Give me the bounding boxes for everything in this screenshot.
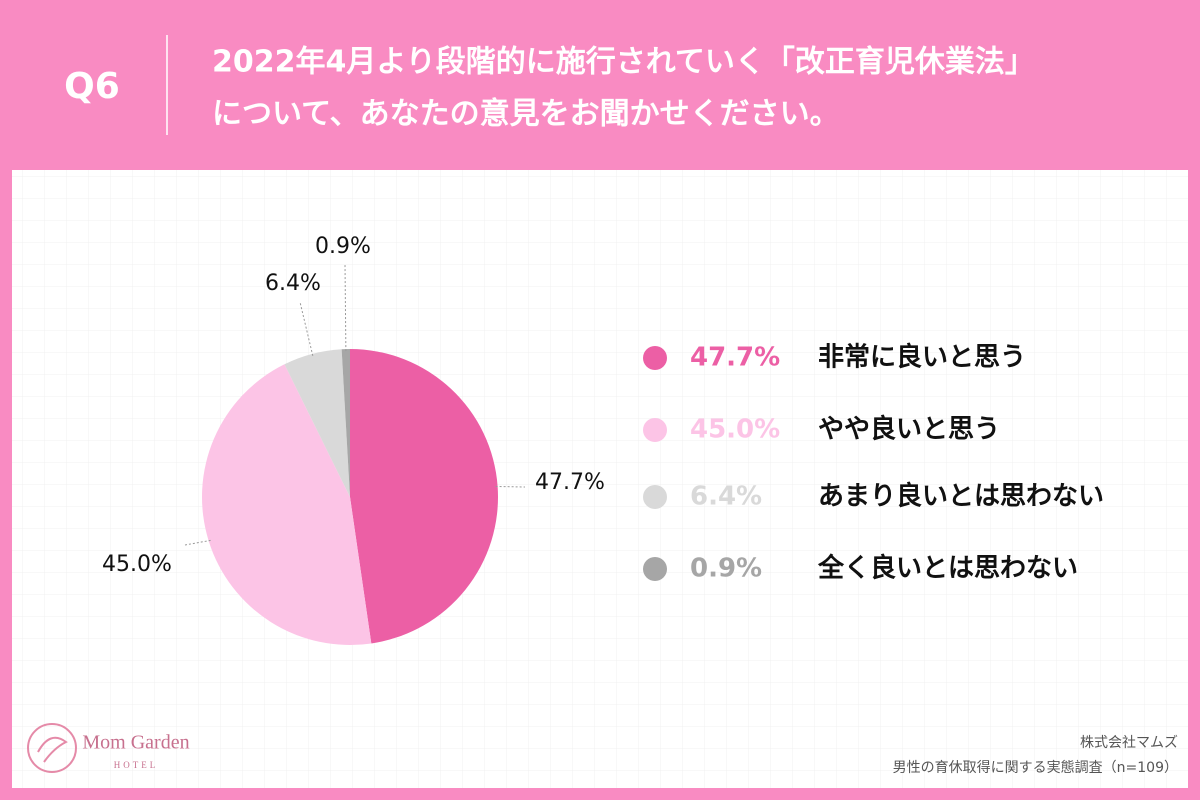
company: 株式会社マムズ	[1080, 735, 1178, 751]
brand-sub: HOTEL	[114, 760, 159, 770]
leader-line	[184, 539, 211, 546]
source: 男性の育休取得に関する実態調査（n=109）	[893, 759, 1178, 776]
logo-mark	[27, 723, 77, 773]
data-label: 47.7%	[535, 470, 605, 495]
legend-marker	[643, 418, 667, 442]
data-label: 6.4%	[265, 271, 321, 296]
data-label: 45.0%	[102, 552, 172, 577]
legend-label: 全く良いとは思わない	[817, 553, 1078, 584]
leader-line	[344, 263, 347, 352]
leader-line	[299, 301, 314, 356]
legend-marker	[643, 557, 667, 581]
title-line: について、あなたの意見をお聞かせください。	[212, 97, 840, 132]
legend-value: 47.7%	[690, 343, 780, 373]
pie-slice	[201, 364, 372, 646]
data-label: 0.9%	[315, 234, 371, 259]
legend-label: あまり良いとは思わない	[818, 481, 1104, 512]
legend-label: 非常に良いと思う	[818, 342, 1026, 373]
pie-slice	[350, 349, 498, 644]
legend-value: 45.0%	[690, 415, 780, 445]
leader-line	[495, 485, 526, 488]
logo-mark	[37, 736, 68, 763]
legend-value: 6.4%	[690, 482, 762, 512]
pie-slice	[284, 349, 350, 497]
logo: Mom Garden HOTEL	[27, 723, 190, 773]
legend-value: 0.9%	[690, 554, 762, 584]
legend-marker	[643, 346, 667, 370]
legend-marker	[643, 485, 667, 509]
question-label: Q6	[64, 66, 120, 107]
title-line: 2022年4月より段階的に施行されていく「改正育児休業法」	[212, 45, 1035, 80]
legend-label: やや良いと思う	[818, 414, 1000, 445]
pie-slice	[341, 349, 350, 497]
brand: Mom Garden	[82, 732, 189, 754]
